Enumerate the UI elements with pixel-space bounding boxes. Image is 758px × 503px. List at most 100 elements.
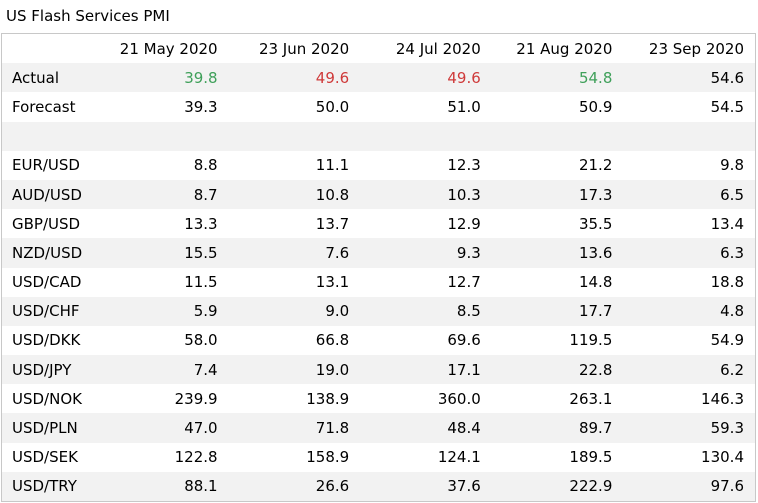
pair-value: 12.3: [360, 150, 492, 180]
pair-value: 130.4: [623, 442, 755, 472]
column-header: 23 Sep 2020: [623, 34, 755, 64]
pair-value: 26.6: [228, 471, 361, 501]
forecast-value: 50.9: [491, 92, 624, 122]
pair-value: 360.0: [360, 384, 492, 414]
currency-pair-rows: EUR/USD 8.8 11.1 12.3 21.2 9.8 AUD/USD 8.7 10.8 1…: [2, 150, 755, 501]
pair-value: 18.8: [623, 267, 755, 297]
pair-value: 9.8: [623, 150, 755, 180]
pair-label: USD/TRY: [2, 471, 97, 501]
column-header: 24 Jul 2020: [360, 34, 492, 64]
pair-label: USD/CHF: [2, 296, 97, 326]
actual-value: 39.8: [97, 63, 229, 93]
pair-value: 21.2: [491, 150, 624, 180]
pair-value: 35.5: [491, 209, 624, 239]
pair-value: 8.5: [360, 296, 492, 326]
actual-value: 49.6: [228, 63, 361, 93]
pair-value: 12.7: [360, 267, 492, 297]
spacer-cell: [2, 121, 97, 151]
row-label: Forecast: [2, 92, 97, 122]
actual-row: Actual 39.8 49.6 49.6 54.8 54.6: [2, 63, 755, 93]
header-row: 21 May 2020 23 Jun 2020 24 Jul 2020 21 A…: [2, 34, 755, 64]
pair-value: 146.3: [623, 384, 755, 414]
spacer-cell: [228, 121, 361, 151]
pair-value: 58.0: [97, 325, 229, 356]
pair-value: 7.6: [228, 238, 361, 268]
pair-label: AUD/USD: [2, 179, 97, 210]
pair-value: 9.0: [228, 296, 361, 326]
pair-value: 6.5: [623, 179, 755, 210]
table-row: USD/CHF 5.9 9.0 8.5 17.7 4.8: [2, 296, 755, 326]
pair-value: 6.2: [623, 355, 755, 385]
table-row: AUD/USD 8.7 10.8 10.3 17.3 6.5: [2, 179, 755, 210]
pair-label: USD/CAD: [2, 267, 97, 297]
pair-value: 48.4: [360, 413, 492, 443]
pair-label: GBP/USD: [2, 209, 97, 239]
pair-value: 222.9: [491, 471, 624, 501]
spacer-cell: [360, 121, 492, 151]
pair-value: 6.3: [623, 238, 755, 268]
table-row: USD/TRY 88.1 26.6 37.6 222.9 97.6: [2, 471, 755, 501]
table-row: NZD/USD 15.5 7.6 9.3 13.6 6.3: [2, 238, 755, 268]
pair-value: 88.1: [97, 471, 229, 501]
pair-value: 22.8: [491, 355, 624, 385]
actual-value: 54.6: [623, 63, 755, 93]
forecast-value: 54.5: [623, 92, 755, 122]
table-row: USD/JPY 7.4 19.0 17.1 22.8 6.2: [2, 355, 755, 385]
pair-value: 124.1: [360, 442, 492, 472]
pair-value: 13.1: [228, 267, 361, 297]
pair-value: 239.9: [97, 384, 229, 414]
pair-value: 59.3: [623, 413, 755, 443]
column-header: 21 May 2020: [97, 34, 229, 64]
pair-value: 71.8: [228, 413, 361, 443]
spacer-row: [2, 121, 755, 151]
pair-value: 263.1: [491, 384, 624, 414]
table-title: US Flash Services PMI: [6, 7, 170, 25]
actual-value: 54.8: [491, 63, 624, 93]
actual-value: 49.6: [360, 63, 492, 93]
corner-cell: [2, 34, 97, 64]
pmi-table-container: 21 May 2020 23 Jun 2020 24 Jul 2020 21 A…: [1, 33, 756, 502]
table-row: USD/DKK 58.0 66.8 69.6 119.5 54.9: [2, 325, 755, 356]
pair-value: 13.7: [228, 209, 361, 239]
pair-value: 119.5: [491, 325, 624, 356]
pair-value: 5.9: [97, 296, 229, 326]
pair-value: 13.4: [623, 209, 755, 239]
spacer-cell: [623, 121, 755, 151]
pair-label: USD/DKK: [2, 325, 97, 356]
table-row: USD/CAD 11.5 13.1 12.7 14.8 18.8: [2, 267, 755, 297]
pair-value: 69.6: [360, 325, 492, 356]
pair-value: 47.0: [97, 413, 229, 443]
table-row: USD/NOK 239.9 138.9 360.0 263.1 146.3: [2, 384, 755, 414]
column-header: 23 Jun 2020: [228, 34, 361, 64]
pair-value: 15.5: [97, 238, 229, 268]
pair-value: 122.8: [97, 442, 229, 472]
pair-value: 10.3: [360, 179, 492, 210]
forecast-value: 51.0: [360, 92, 492, 122]
column-header: 21 Aug 2020: [491, 34, 624, 64]
table-row: USD/SEK 122.8 158.9 124.1 189.5 130.4: [2, 442, 755, 472]
spacer-cell: [491, 121, 624, 151]
pair-value: 11.1: [228, 150, 361, 180]
table-row: EUR/USD 8.8 11.1 12.3 21.2 9.8: [2, 150, 755, 180]
pair-value: 10.8: [228, 179, 361, 210]
pair-label: NZD/USD: [2, 238, 97, 268]
spacer-cell: [97, 121, 229, 151]
pair-value: 66.8: [228, 325, 361, 356]
pair-value: 97.6: [623, 471, 755, 501]
pair-value: 17.1: [360, 355, 492, 385]
forecast-row: Forecast 39.3 50.0 51.0 50.9 54.5: [2, 92, 755, 122]
pair-value: 17.7: [491, 296, 624, 326]
pair-value: 13.6: [491, 238, 624, 268]
pair-value: 54.9: [623, 325, 755, 356]
forecast-value: 50.0: [228, 92, 361, 122]
pair-value: 17.3: [491, 179, 624, 210]
pmi-table: 21 May 2020 23 Jun 2020 24 Jul 2020 21 A…: [2, 34, 755, 501]
pair-value: 9.3: [360, 238, 492, 268]
forecast-value: 39.3: [97, 92, 229, 122]
pair-value: 8.8: [97, 150, 229, 180]
pair-value: 37.6: [360, 471, 492, 501]
table-row: USD/PLN 47.0 71.8 48.4 89.7 59.3: [2, 413, 755, 443]
pair-value: 12.9: [360, 209, 492, 239]
pair-value: 89.7: [491, 413, 624, 443]
row-label: Actual: [2, 63, 97, 93]
